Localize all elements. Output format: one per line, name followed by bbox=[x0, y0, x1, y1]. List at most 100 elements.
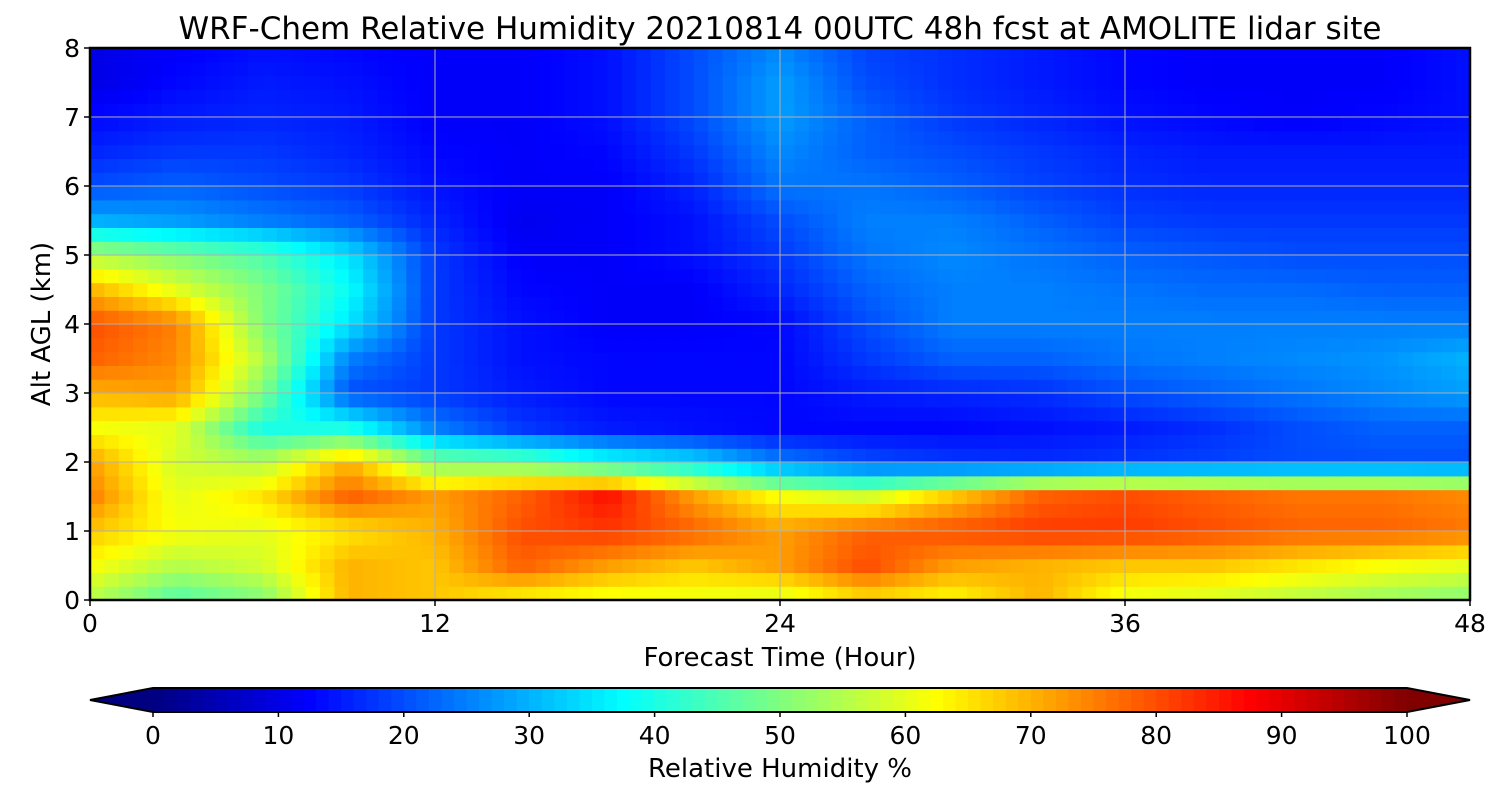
heatmap-cell bbox=[1096, 255, 1112, 270]
heatmap-cell bbox=[736, 296, 752, 311]
heatmap-cell bbox=[118, 130, 134, 146]
heatmap-cell bbox=[118, 48, 134, 63]
heatmap-cell bbox=[161, 199, 177, 215]
heatmap-cell bbox=[190, 48, 206, 63]
heatmap-cell bbox=[650, 393, 666, 408]
heatmap-cell bbox=[161, 130, 177, 146]
heatmap-cell bbox=[564, 462, 580, 477]
heatmap-cell bbox=[1426, 89, 1442, 104]
heatmap-cell bbox=[1355, 503, 1370, 518]
heatmap-cell bbox=[1211, 544, 1227, 560]
heatmap-cell bbox=[1283, 558, 1299, 573]
heatmap-cell bbox=[1139, 144, 1155, 159]
heatmap-cell bbox=[377, 241, 393, 256]
heatmap-cell bbox=[1211, 296, 1227, 311]
heatmap-cell bbox=[478, 351, 494, 366]
heatmap-cell bbox=[535, 544, 551, 560]
heatmap-cell bbox=[1125, 420, 1140, 435]
heatmap-cell bbox=[190, 268, 206, 284]
heatmap-cell bbox=[794, 351, 810, 366]
heatmap-cell bbox=[535, 572, 551, 587]
heatmap-cell bbox=[1369, 351, 1385, 366]
heatmap-cell bbox=[1369, 282, 1385, 297]
heatmap-cell bbox=[90, 558, 105, 573]
heatmap-cell bbox=[938, 186, 954, 201]
heatmap-cell bbox=[1398, 117, 1414, 132]
heatmap-cell bbox=[291, 489, 307, 504]
heatmap-cell bbox=[1110, 489, 1126, 504]
heatmap-cell bbox=[1139, 241, 1155, 256]
heatmap-cell bbox=[161, 379, 177, 394]
heatmap-cell bbox=[550, 531, 565, 546]
heatmap-cell bbox=[377, 296, 393, 311]
heatmap-cell bbox=[995, 503, 1011, 518]
heatmap-cell bbox=[463, 379, 479, 394]
colorbar-segment bbox=[1193, 688, 1207, 712]
heatmap-cell bbox=[90, 337, 105, 353]
heatmap-cell bbox=[578, 393, 594, 408]
heatmap-cell bbox=[118, 117, 134, 132]
heatmap-cell bbox=[1024, 130, 1040, 146]
heatmap-cell bbox=[780, 186, 795, 201]
heatmap-cell bbox=[1283, 255, 1299, 270]
heatmap-cell bbox=[334, 268, 350, 284]
heatmap-cell bbox=[1010, 324, 1025, 339]
heatmap-cell bbox=[147, 503, 163, 518]
heatmap-cell bbox=[147, 89, 163, 104]
heatmap-cell bbox=[679, 144, 695, 159]
heatmap-cell bbox=[176, 475, 192, 491]
heatmap-cell bbox=[1096, 558, 1112, 573]
heatmap-cell bbox=[1283, 282, 1299, 297]
heatmap-cell bbox=[1096, 282, 1112, 297]
heatmap-cell bbox=[995, 213, 1011, 228]
heatmap-cell bbox=[693, 48, 709, 63]
heatmap-cell bbox=[837, 586, 853, 600]
heatmap-cell bbox=[348, 517, 364, 532]
heatmap-cell bbox=[291, 434, 307, 449]
heatmap-cell bbox=[880, 103, 896, 118]
heatmap-cell bbox=[1326, 89, 1342, 104]
colorbar-segment bbox=[667, 688, 681, 712]
heatmap-cell bbox=[851, 103, 867, 118]
heatmap-cell bbox=[1283, 503, 1299, 518]
heatmap-cell bbox=[952, 489, 968, 504]
heatmap-cell bbox=[1426, 406, 1442, 422]
heatmap-cell bbox=[1168, 48, 1184, 63]
heatmap-cell bbox=[1441, 144, 1457, 159]
heatmap-cell bbox=[363, 462, 379, 477]
heatmap-cell bbox=[133, 544, 149, 560]
heatmap-cell bbox=[1398, 255, 1414, 270]
heatmap-cell bbox=[780, 213, 795, 228]
colorbar-segment bbox=[855, 688, 869, 712]
heatmap-cell bbox=[1196, 241, 1212, 256]
heatmap-cell bbox=[564, 434, 580, 449]
heatmap-cell bbox=[219, 48, 235, 63]
heatmap-cell bbox=[895, 268, 910, 284]
heatmap-cell bbox=[880, 48, 896, 63]
heatmap-cell bbox=[1024, 172, 1040, 187]
heatmap-cell bbox=[708, 462, 724, 477]
heatmap-cell bbox=[1225, 558, 1241, 573]
heatmap-cell bbox=[880, 475, 896, 491]
heatmap-cell bbox=[406, 227, 422, 242]
heatmap-cell bbox=[104, 462, 120, 477]
heatmap-cell bbox=[794, 434, 810, 449]
heatmap-cell bbox=[521, 48, 537, 63]
heatmap-cell bbox=[751, 324, 767, 339]
heatmap-cell bbox=[1038, 89, 1054, 104]
heatmap-cell bbox=[722, 310, 738, 325]
heatmap-cell bbox=[248, 213, 264, 228]
heatmap-cell bbox=[981, 61, 997, 77]
heatmap-cell bbox=[406, 365, 422, 380]
heatmap-cell bbox=[320, 448, 335, 463]
heatmap-cell bbox=[1153, 310, 1169, 325]
heatmap-cell bbox=[219, 544, 235, 560]
heatmap-cell bbox=[363, 558, 379, 573]
heatmap-cell bbox=[866, 503, 882, 518]
heatmap-cell bbox=[1398, 462, 1414, 477]
heatmap-cell bbox=[1355, 420, 1370, 435]
heatmap-cell bbox=[147, 199, 163, 215]
heatmap-cell bbox=[535, 117, 551, 132]
heatmap-cell bbox=[1010, 351, 1025, 366]
heatmap-cell bbox=[449, 531, 465, 546]
